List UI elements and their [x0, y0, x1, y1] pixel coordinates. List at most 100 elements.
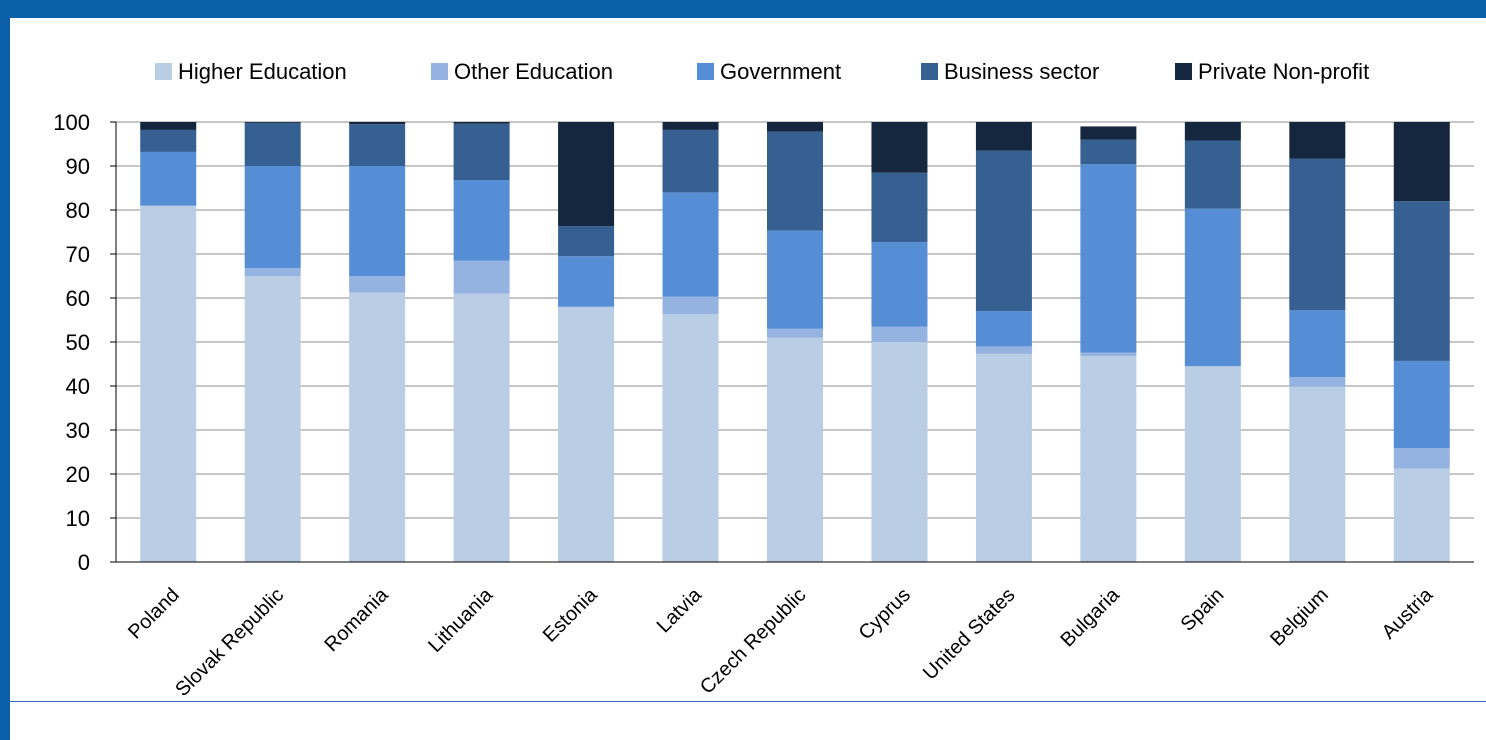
- bar-segment: [454, 180, 510, 261]
- y-tick-label: 50: [66, 330, 90, 355]
- bar-segment: [1394, 201, 1450, 361]
- bar-segment: [663, 192, 719, 296]
- bar-segment: [558, 307, 614, 562]
- bar-segment: [140, 206, 196, 562]
- bar-segment: [245, 122, 301, 123]
- bar-segment: [767, 329, 823, 338]
- bar-segment: [1080, 140, 1136, 165]
- legend-swatch: [155, 63, 172, 80]
- bar-segment: [1289, 377, 1345, 387]
- x-tick-label: United States: [919, 584, 1019, 684]
- y-tick-label: 20: [66, 462, 90, 487]
- bar-segment: [976, 346, 1032, 353]
- bar-stack: [245, 122, 301, 562]
- bar-segment: [767, 122, 823, 132]
- bar-segment: [1394, 448, 1450, 469]
- x-tick-label: Czech Republic: [696, 584, 811, 699]
- bar-segment: [976, 122, 1032, 151]
- bar-segment: [1080, 126, 1136, 139]
- bar-segment: [767, 132, 823, 231]
- bar-stack: [454, 122, 510, 562]
- bar-segment: [663, 314, 719, 562]
- bar-segment: [1185, 366, 1241, 562]
- bar-segment: [140, 130, 196, 152]
- x-tick-label: Estonia: [539, 583, 602, 646]
- y-tick-label: 10: [66, 506, 90, 531]
- bar-segment: [1080, 356, 1136, 562]
- legend-label: Business sector: [944, 59, 1099, 84]
- bar-stack: [663, 122, 719, 562]
- bar-stack: [767, 122, 823, 562]
- legend-label: Government: [720, 59, 841, 84]
- x-tick-label: Belgium: [1266, 584, 1333, 651]
- bar-segment: [558, 256, 614, 307]
- bar-segment: [349, 293, 405, 562]
- bar-segment: [454, 124, 510, 180]
- x-tick-label: Poland: [124, 584, 184, 644]
- bar-stack: [140, 122, 196, 562]
- bar-segment: [767, 231, 823, 329]
- bar-segment: [558, 122, 614, 226]
- y-tick-label: 100: [53, 110, 90, 135]
- x-tick-label: Spain: [1177, 584, 1229, 636]
- y-tick-label: 30: [66, 418, 90, 443]
- bar-segment: [871, 242, 927, 326]
- bar-segment: [349, 166, 405, 276]
- bar-segment: [245, 276, 301, 562]
- x-tick-label: Lithuania: [424, 583, 498, 657]
- legend-label: Private Non-profit: [1198, 59, 1369, 84]
- bar-segment: [349, 276, 405, 293]
- bar-stack: [1185, 122, 1241, 562]
- bar-segment: [454, 261, 510, 294]
- x-tick-label: Slovak Republic: [171, 584, 288, 701]
- bar-segment: [1394, 361, 1450, 448]
- y-tick-label: 40: [66, 374, 90, 399]
- bar-segment: [1289, 159, 1345, 311]
- bar-segment: [1289, 122, 1345, 159]
- bar-stack: [871, 122, 927, 562]
- bar-segment: [663, 297, 719, 315]
- bar-segment: [245, 123, 301, 166]
- bar-stack: [976, 122, 1032, 562]
- legend-label: Higher Education: [178, 59, 347, 84]
- bar-stack: [1289, 122, 1345, 562]
- y-tick-label: 0: [78, 550, 90, 575]
- bar-segment: [1394, 469, 1450, 562]
- bar-segment: [454, 294, 510, 562]
- x-tick-label: Bulgaria: [1056, 583, 1124, 651]
- bar-stack: [349, 122, 405, 562]
- legend-swatch: [697, 63, 714, 80]
- bar-segment: [558, 226, 614, 256]
- bar-segment: [140, 122, 196, 130]
- bar-segment: [976, 354, 1032, 562]
- bar-segment: [1185, 140, 1241, 208]
- bar-segment: [871, 342, 927, 562]
- y-tick-label: 70: [66, 242, 90, 267]
- bar-segment: [245, 268, 301, 276]
- bar-segment: [1289, 387, 1345, 562]
- bar-stack: [558, 122, 614, 562]
- bar-segment: [976, 151, 1032, 312]
- bar-segment: [1080, 164, 1136, 352]
- legend-swatch: [431, 63, 448, 80]
- bar-segment: [871, 327, 927, 342]
- legend-swatch: [1175, 63, 1192, 80]
- x-tick-label: Austria: [1378, 583, 1438, 643]
- y-tick-label: 90: [66, 154, 90, 179]
- y-tick-label: 80: [66, 198, 90, 223]
- bar-segment: [245, 166, 301, 268]
- legend: Higher Education Other Education Governmen…: [155, 59, 1369, 84]
- y-axis: 0 10 20 30 40 50 60 70 80 90 100: [53, 110, 116, 575]
- legend-swatch: [921, 63, 938, 80]
- bar-segment: [976, 311, 1032, 346]
- bar-segment: [1185, 122, 1241, 140]
- x-tick-label: Cyprus: [855, 584, 915, 644]
- bar-segment: [871, 122, 927, 173]
- y-tick-label: 60: [66, 286, 90, 311]
- bar-segment: [1080, 353, 1136, 357]
- bar-stack: [1394, 122, 1450, 562]
- bar-segment: [140, 152, 196, 206]
- bar-segment: [1289, 310, 1345, 377]
